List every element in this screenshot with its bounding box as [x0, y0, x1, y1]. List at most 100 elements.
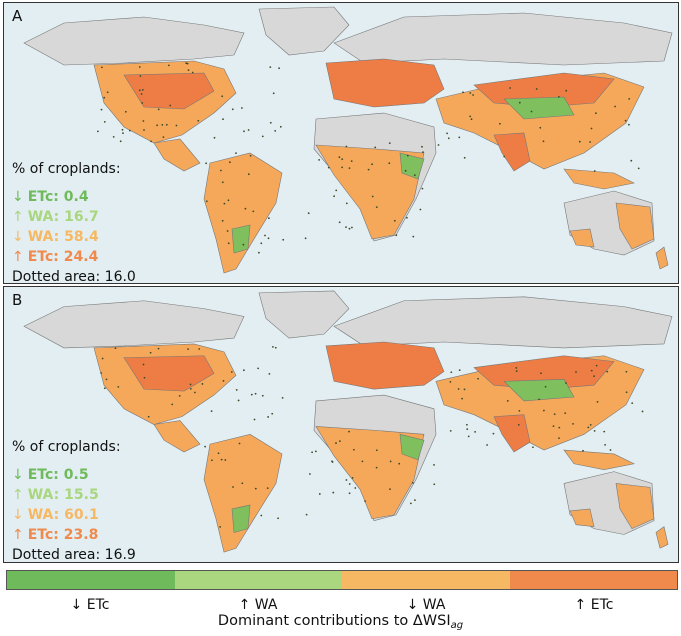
- dotted-mark: [138, 89, 141, 92]
- dotted-mark: [187, 348, 190, 350]
- dotted-mark: [458, 369, 461, 371]
- stats-box-a: % of croplands: ↓ ETc: 0.4 ↑ WA: 16.7 ↓ WA:…: [12, 159, 136, 284]
- dotted-mark: [258, 251, 260, 254]
- dotted-mark: [614, 105, 616, 108]
- region-new-zealand: [655, 246, 669, 270]
- dotted-mark: [412, 235, 415, 238]
- dotted-mark: [345, 202, 348, 205]
- region-china-green: [503, 379, 575, 402]
- dotted-mark: [637, 167, 640, 170]
- dotted-mark: [393, 219, 396, 222]
- colorbar-label-wa-up: ↑ WA: [238, 597, 278, 613]
- dotted-mark: [552, 425, 555, 428]
- dotted-mark: [224, 459, 227, 461]
- dotted-mark: [542, 140, 545, 143]
- dotted-mark: [260, 514, 263, 517]
- stat-row-a-0: ↓ ETc: 0.4: [12, 189, 89, 205]
- colorbar-segment-etc-down: [7, 571, 175, 589]
- dotted-mark: [595, 112, 597, 115]
- dotted-mark: [335, 189, 338, 192]
- dotted-mark: [518, 409, 521, 412]
- map-panel-a: A % of croplands: ↓ ETc: 0.4 ↑ WA: 16.7 ↓ W…: [3, 2, 679, 284]
- dotted-mark: [345, 226, 347, 229]
- dotted-mark: [395, 234, 398, 237]
- dotted-mark: [339, 440, 341, 442]
- dotted-mark: [404, 169, 407, 172]
- dotted-mark: [575, 371, 577, 373]
- region-siberia: [333, 12, 673, 66]
- dotted-mark: [412, 481, 414, 484]
- dotted-mark: [371, 195, 374, 198]
- dotted-mark: [553, 413, 556, 415]
- dotted-mark: [227, 242, 230, 245]
- colorbar-segment-etc-up: [509, 571, 677, 589]
- dotted-mark: [269, 66, 272, 68]
- dotted-mark: [269, 121, 272, 124]
- dotted-mark: [97, 130, 99, 133]
- dotted-mark: [466, 423, 468, 426]
- dotted-mark: [421, 187, 424, 190]
- dotted-mark: [171, 403, 174, 406]
- dotted-mark: [466, 428, 469, 430]
- dotted-mark: [141, 102, 144, 104]
- colorbar: [6, 570, 678, 590]
- dotted-mark: [305, 513, 308, 516]
- dotted-mark: [242, 243, 245, 246]
- dotted-mark: [211, 459, 213, 462]
- dotted-mark: [220, 458, 223, 461]
- panel-label-a: A: [12, 7, 23, 25]
- dotted-mark: [515, 370, 518, 372]
- dotted-mark: [565, 382, 567, 384]
- dotted-mark: [119, 140, 122, 143]
- stats-heading-a: % of croplands:: [12, 161, 121, 177]
- dotted-mark: [458, 136, 461, 139]
- dotted-mark: [139, 75, 142, 77]
- dotted-mark: [341, 158, 344, 161]
- dotted-mark: [564, 412, 567, 414]
- dotted-mark: [518, 101, 521, 104]
- colorbar-label-etc-down: ↓ ETc: [70, 597, 110, 613]
- colorbar-segment-wa-down: [342, 571, 510, 589]
- dotted-mark: [261, 135, 264, 138]
- colorbar-label-etc-up: ↑ ETc: [574, 597, 614, 613]
- dotted-mark: [150, 140, 153, 143]
- dotted-mark: [582, 449, 584, 452]
- dotted-mark: [572, 423, 574, 425]
- dotted-mark: [223, 202, 226, 205]
- region-south-america-green: [231, 224, 251, 254]
- region-china-green: [503, 96, 575, 120]
- dotted-mark: [351, 226, 353, 229]
- dotted-mark: [260, 242, 263, 245]
- dotted-mark: [267, 237, 270, 240]
- dotted-mark: [348, 167, 351, 170]
- dotted-mark: [469, 92, 472, 94]
- dotted-area-a: Dotted area: 16.0: [12, 269, 136, 284]
- dotted-mark: [157, 108, 160, 111]
- dotted-mark: [165, 123, 168, 126]
- map-panel-b: B % of croplands: ↓ ETc: 0.5 ↑ WA: 15.5 ↓ W…: [3, 286, 679, 563]
- dotted-mark: [162, 136, 165, 139]
- region-greenland: [258, 6, 350, 56]
- dotted-mark: [350, 160, 353, 163]
- dotted-mark: [414, 499, 416, 502]
- dotted-mark: [311, 451, 313, 454]
- dotted-mark: [157, 347, 160, 350]
- stat-row-b-3: ↑ ETc: 23.8: [12, 527, 99, 543]
- dotted-mark: [143, 129, 145, 131]
- dotted-mark: [117, 386, 120, 388]
- dotted-mark: [628, 123, 630, 126]
- dotted-mark: [461, 397, 463, 400]
- dotted-mark: [161, 124, 164, 126]
- dotted-mark: [595, 364, 598, 367]
- region-north-america-arctic: [23, 300, 245, 349]
- dotted-mark: [147, 415, 150, 418]
- dotted-mark: [345, 479, 348, 481]
- region-africa-sub-sahara: [315, 426, 425, 520]
- dotted-mark: [606, 370, 609, 373]
- dotted-mark: [327, 166, 330, 169]
- dotted-mark: [348, 430, 350, 433]
- region-central-america: [153, 138, 201, 172]
- dotted-mark: [247, 129, 250, 131]
- dotted-mark: [231, 108, 234, 111]
- dotted-mark: [413, 174, 416, 177]
